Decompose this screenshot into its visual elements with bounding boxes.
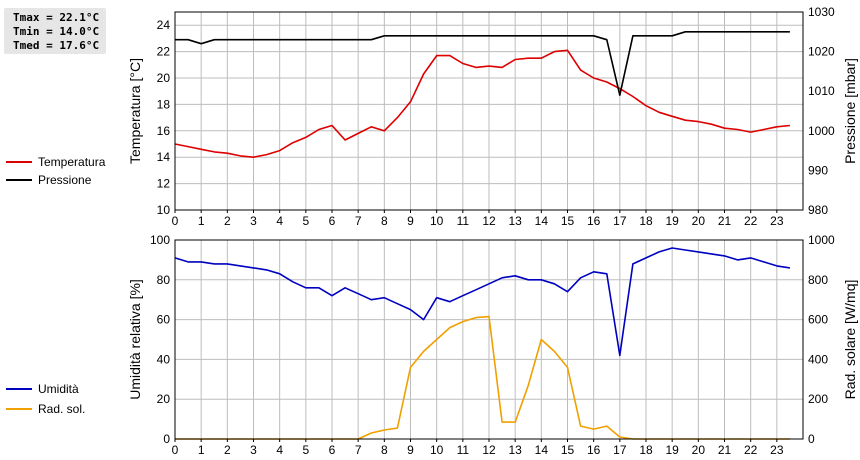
bottom-right-axis-title: Rad. solare [W/mq]	[842, 280, 858, 400]
bottom-x-tick-label: 6	[329, 443, 336, 457]
bottom-x-tick-label: 0	[172, 443, 179, 457]
top-left-tick-label: 14	[157, 150, 171, 164]
top-chart: 0 1 2 3 4 5 6 7 8 9 10 11 12 13 14 15 16 17 18 19 20 21 22 2310…	[127, 5, 858, 228]
top-right-tick-label: 1020	[808, 45, 835, 59]
bottom-x-tick-label: 20	[692, 443, 706, 457]
bottom-series-line-1	[175, 315, 790, 440]
top-series-line-1	[175, 30, 790, 96]
bottom-left-tick-label: 0	[163, 432, 170, 446]
top-x-tick-label: 9	[407, 214, 414, 228]
bottom-x-tick-label: 10	[430, 443, 444, 457]
top-right-tick-label: 1030	[808, 5, 835, 19]
bottom-x-tick-label: 1	[198, 443, 205, 457]
top-x-tick-label: 6	[329, 214, 336, 228]
top-left-tick-label: 22	[157, 45, 171, 59]
bottom-right-tick-label: 800	[808, 273, 828, 287]
top-x-tick-label: 7	[355, 214, 362, 228]
bottom-left-tick-label: 100	[150, 233, 170, 247]
bottom-x-tick-label: 16	[587, 443, 601, 457]
top-left-tick-label: 24	[157, 18, 171, 32]
top-x-tick-label: 12	[482, 214, 496, 228]
bottom-right-tick-label: 1000	[808, 233, 835, 247]
bottom-series-line-0	[174, 247, 791, 357]
top-right-axis-title: Pressione [mbar]	[842, 58, 858, 164]
stat-tmed: Tmed = 17.6°C	[13, 39, 100, 52]
bottom-x-tick-label: 23	[770, 443, 784, 457]
legend-swatch-umidita	[6, 388, 32, 390]
bottom-x-tick-label: 9	[407, 443, 414, 457]
bottom-x-tick-label: 12	[482, 443, 496, 457]
top-x-tick-label: 19	[665, 214, 679, 228]
top-x-tick-label: 21	[718, 214, 732, 228]
top-x-tick-label: 15	[561, 214, 575, 228]
top-x-tick-label: 5	[302, 214, 309, 228]
stat-tmin: Tmin = 14.0°C	[13, 25, 100, 38]
legend-label-umidita: Umidità	[38, 382, 79, 396]
top-x-tick-label: 8	[381, 214, 388, 228]
bottom-x-tick-label: 22	[744, 443, 758, 457]
bottom-left-tick-label: 20	[157, 392, 171, 406]
bottom-right-tick-label: 400	[808, 352, 828, 366]
top-x-tick-label: 22	[744, 214, 758, 228]
legend-swatch-temperatura	[6, 161, 32, 163]
bottom-x-tick-label: 19	[665, 443, 679, 457]
top-right-tick-label: 1000	[808, 124, 835, 138]
stats-box: Tmax = 22.1°C Tmin = 14.0°C Tmed = 17.6°…	[4, 8, 106, 54]
legend-swatch-pressione	[6, 179, 32, 181]
bottom-x-tick-label: 2	[224, 443, 231, 457]
stat-tmax: Tmax = 22.1°C	[13, 11, 100, 24]
top-left-tick-label: 10	[157, 203, 171, 217]
bottom-left-tick-label: 60	[157, 313, 171, 327]
legend-label-radsol: Rad. sol.	[38, 402, 86, 416]
top-left-axis-title: Temperatura [°C]	[127, 58, 143, 164]
legend-swatch-radsol	[6, 408, 32, 410]
bottom-x-tick-label: 11	[457, 443, 470, 457]
bottom-x-tick-label: 4	[276, 443, 283, 457]
bottom-right-tick-label: 600	[808, 313, 828, 327]
top-x-tick-label: 2	[224, 214, 231, 228]
bottom-left-tick-label: 40	[157, 352, 171, 366]
legend-label-temperatura: Temperatura	[38, 155, 106, 169]
top-left-tick-label: 20	[157, 71, 171, 85]
top-x-tick-label: 0	[172, 214, 179, 228]
bottom-left-tick-label: 80	[157, 273, 171, 287]
top-x-tick-label: 17	[613, 214, 627, 228]
bottom-x-tick-label: 15	[561, 443, 575, 457]
bottom-x-tick-label: 8	[381, 443, 388, 457]
top-left-tick-label: 18	[157, 97, 171, 111]
bottom-right-tick-label: 200	[808, 392, 828, 406]
bottom-chart: 0 1 2 3 4 5 6 7 8 9 10 11 12 13 14 15 16 17 18 19 20 21 22 2302…	[127, 233, 858, 457]
top-x-tick-label: 18	[639, 214, 653, 228]
bottom-left-axis-title: Umidità relativa [%]	[127, 279, 143, 400]
top-right-tick-label: 1010	[808, 84, 835, 98]
bottom-x-tick-label: 13	[508, 443, 522, 457]
top-right-tick-label: 980	[808, 203, 828, 217]
top-x-tick-label: 23	[770, 214, 784, 228]
top-x-tick-label: 13	[508, 214, 522, 228]
top-x-tick-label: 1	[198, 214, 205, 228]
top-right-tick-label: 990	[808, 163, 828, 177]
bottom-x-tick-label: 5	[302, 443, 309, 457]
bottom-x-tick-label: 18	[639, 443, 653, 457]
top-x-tick-label: 10	[430, 214, 444, 228]
bottom-x-tick-label: 21	[718, 443, 732, 457]
bottom-right-tick-label: 0	[808, 432, 815, 446]
top-x-tick-label: 4	[276, 214, 283, 228]
bottom-x-tick-label: 17	[613, 443, 627, 457]
top-x-tick-label: 11	[457, 214, 470, 228]
top-x-tick-label: 20	[692, 214, 706, 228]
top-left-tick-label: 12	[157, 177, 171, 191]
legend-label-pressione: Pressione	[38, 173, 92, 187]
top-x-tick-label: 14	[535, 214, 549, 228]
bottom-x-tick-label: 3	[250, 443, 257, 457]
top-x-tick-label: 3	[250, 214, 257, 228]
top-left-tick-label: 16	[157, 124, 171, 138]
top-x-tick-label: 16	[587, 214, 601, 228]
bottom-x-tick-label: 7	[355, 443, 362, 457]
top-series-line-0	[174, 49, 790, 158]
bottom-x-tick-label: 14	[535, 443, 549, 457]
